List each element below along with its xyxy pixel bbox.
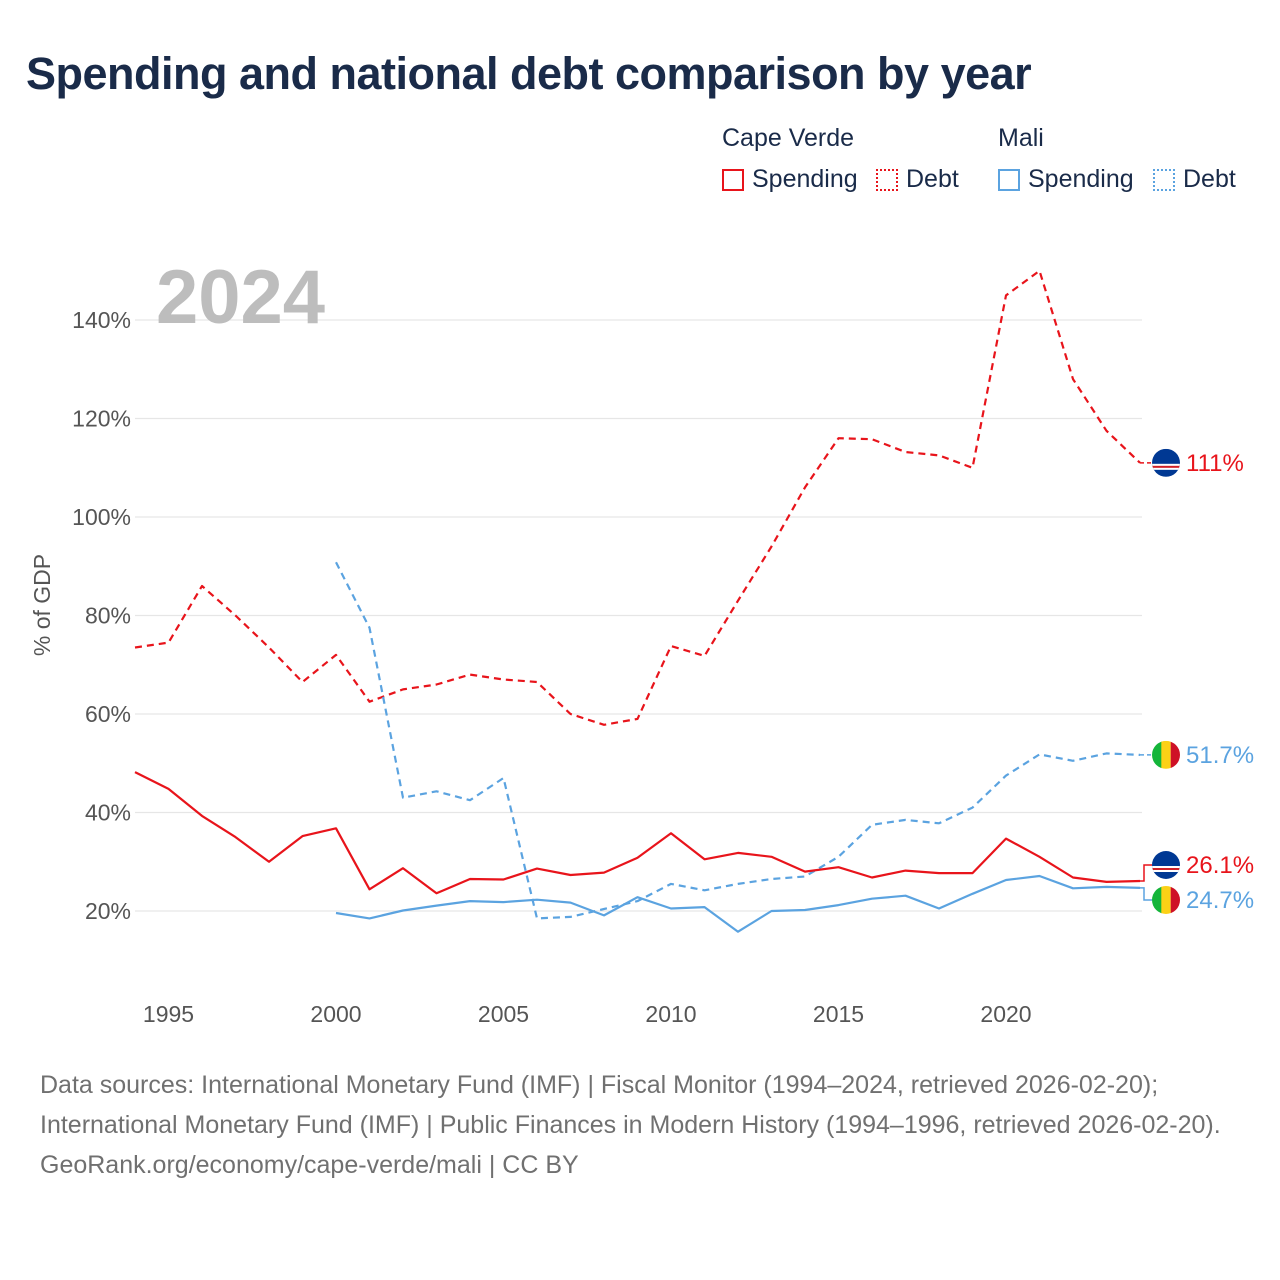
x-axis-ticks: 1995 2000 2005 2010 2015 2020 (143, 1001, 1032, 1027)
legend-label: Debt (1183, 165, 1236, 193)
y-tick-label: 140% (72, 307, 131, 333)
line-chart: 20% 40% 60% 80% 100% 120% 140% 1995 2000 2005 201… (29, 255, 1254, 1027)
x-tick-label: 2000 (310, 1001, 361, 1027)
series-line-mali-debt[interactable] (335, 561, 1141, 920)
cape-verde-flag-icon (1152, 851, 1180, 879)
y-tick-label: 100% (72, 504, 131, 530)
y-tick-label: 60% (85, 701, 131, 727)
sources-link[interactable]: GeoRank.org/economy/cape-verde/mali | CC… (40, 1151, 579, 1179)
x-tick-label: 2015 (813, 1001, 864, 1027)
year-label: 2024 (156, 255, 325, 340)
end-value-label: 26.1% (1186, 852, 1254, 879)
legend-mali-debt[interactable]: Debt (1153, 165, 1236, 194)
y-tick-label: 40% (85, 800, 131, 826)
connector-line (1140, 887, 1152, 901)
chart-title: Spending and national debt comparison by… (26, 48, 1032, 99)
end-marker-mali-spending: 24.7% (1140, 886, 1254, 914)
legend-group-cape-verde: Cape Verde (722, 124, 855, 152)
x-tick-label: 2005 (478, 1001, 529, 1027)
mali-flag-icon (1152, 886, 1180, 914)
end-value-label: 111% (1186, 450, 1244, 477)
legend-cape-verde-spending[interactable]: Spending (722, 165, 858, 194)
series-line-mali-spending[interactable] (335, 874, 1141, 933)
y-axis-ticks: 20% 40% 60% 80% 100% 120% 140% (72, 307, 131, 924)
x-tick-label: 2010 (645, 1001, 696, 1027)
legend-mali-spending[interactable]: Spending (998, 165, 1134, 194)
x-tick-label: 2020 (980, 1001, 1031, 1027)
end-value-label: 24.7% (1186, 887, 1254, 914)
y-axis-label: % of GDP (29, 554, 55, 656)
legend-label: Spending (752, 165, 858, 193)
gridlines (135, 319, 1142, 912)
cape-verde-flag-icon (1152, 448, 1180, 477)
end-markers: 111% 51.7% 26.1% 24.7% (1140, 448, 1254, 914)
end-marker-cape-verde-debt: 111% (1140, 448, 1244, 477)
series-line-cape-verde-debt[interactable] (134, 269, 1141, 726)
end-marker-mali-debt: 51.7% (1140, 740, 1254, 769)
y-tick-label: 80% (85, 603, 131, 629)
legend-swatch-solid-red (722, 168, 744, 191)
legend-cape-verde-debt[interactable]: Debt (876, 165, 959, 194)
legend-group-mali: Mali (998, 124, 1044, 152)
y-tick-label: 20% (85, 898, 131, 924)
series-lines (134, 269, 1141, 933)
legend-label: Debt (906, 165, 959, 193)
y-tick-label: 120% (72, 406, 131, 432)
x-tick-label: 1995 (143, 1001, 194, 1027)
connector-line (1140, 864, 1152, 882)
mali-flag-icon (1152, 740, 1180, 769)
legend-swatch-solid-blue (998, 168, 1020, 191)
legend-label: Spending (1028, 165, 1134, 193)
end-value-label: 51.7% (1186, 742, 1254, 769)
series-line-cape-verde-spending[interactable] (134, 771, 1141, 895)
data-sources: Data sources: International Monetary Fun… (40, 1065, 1240, 1185)
sources-text: Data sources: International Monetary Fun… (40, 1071, 1221, 1139)
legend-swatch-dotted-blue (1153, 168, 1175, 191)
end-marker-cape-verde-spending: 26.1% (1140, 851, 1254, 882)
legend-swatch-dotted-red (876, 168, 898, 191)
